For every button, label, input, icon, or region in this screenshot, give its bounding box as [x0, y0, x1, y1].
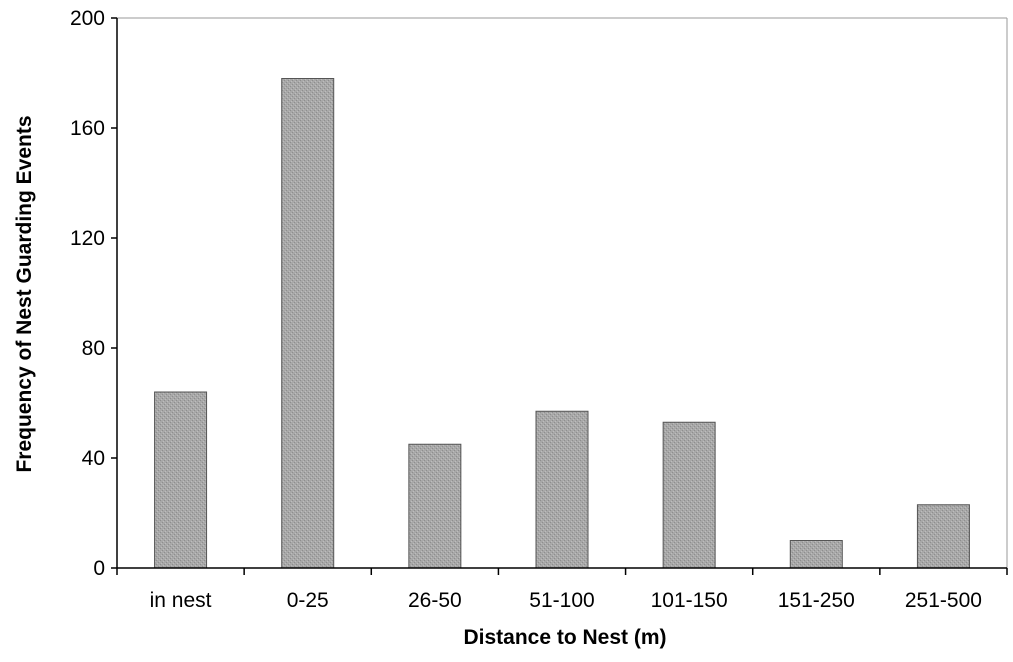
bars: [154, 78, 970, 569]
y-tick-label: 40: [82, 447, 105, 470]
x-tick-label: in nest: [150, 589, 212, 612]
bar-251-500: [916, 504, 970, 569]
x-tick-label: 151-250: [778, 589, 855, 612]
x-axis-title: Distance to Nest (m): [463, 626, 666, 649]
y-axis: 0 40 80 120 160 200: [70, 7, 118, 580]
y-tick-label: 120: [70, 227, 105, 250]
x-tick-label: 251-500: [905, 589, 982, 612]
x-tick-label: 0-25: [287, 589, 329, 612]
x-tick-label: 51-100: [529, 589, 594, 612]
x-tick-label: 101-150: [651, 589, 728, 612]
bar-101-150: [662, 421, 716, 569]
x-axis: in nest 0-25 26-50 51-100 101-150 151-250 251-…: [116, 567, 1008, 612]
y-tick-label: 80: [82, 337, 105, 360]
plot-area: [117, 17, 1008, 568]
y-tick-label: 160: [70, 117, 105, 140]
x-tick-label: 26-50: [408, 589, 462, 612]
bar-26-50: [408, 443, 462, 569]
bar-0-25: [281, 78, 335, 569]
bar-151-250: [789, 540, 843, 569]
y-axis-title: Frequency of Nest Guarding Events: [13, 115, 36, 472]
y-tick-label: 200: [70, 7, 105, 30]
bar-in-nest: [154, 391, 208, 569]
y-tick-label: 0: [93, 557, 105, 580]
bar-51-100: [535, 410, 589, 569]
